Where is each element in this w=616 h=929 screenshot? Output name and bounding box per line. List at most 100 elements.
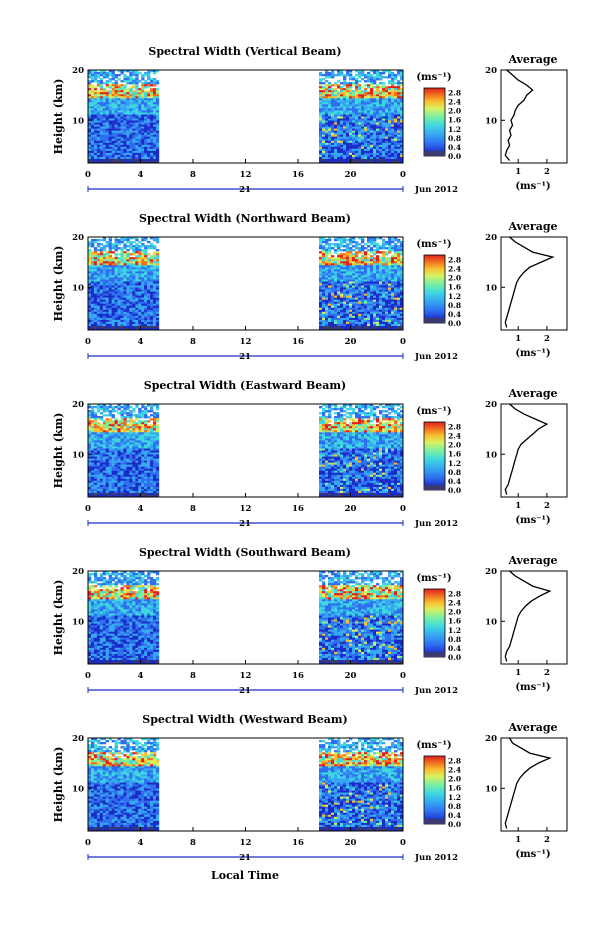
heatmap-cell — [102, 440, 107, 443]
heatmap-cell — [367, 293, 371, 296]
heatmap-cell — [135, 319, 139, 323]
heatmap-cell — [391, 241, 395, 244]
heatmap-cell — [105, 136, 109, 139]
heatmap-cell — [138, 148, 142, 152]
heatmap-cell — [96, 315, 101, 319]
heatmap-cell — [88, 90, 92, 93]
heatmap-cell — [141, 315, 145, 319]
heatmap-cell — [388, 267, 392, 270]
heatmap-cell — [361, 74, 365, 77]
heatmap-cell — [352, 291, 356, 294]
heatmap-cell — [96, 269, 101, 272]
heatmap-cell — [105, 84, 109, 87]
heatmap-cell — [343, 323, 347, 327]
heatmap-cell — [117, 287, 121, 290]
heatmap-cell — [102, 247, 107, 250]
heatmap-cell — [117, 78, 121, 81]
heatmap-cell — [144, 412, 148, 415]
heatmap-cell — [355, 303, 359, 306]
heatmap-cell — [111, 301, 115, 304]
heatmap-cell — [367, 249, 371, 252]
heatmap-cell — [346, 124, 350, 127]
heatmap-cell — [358, 86, 362, 89]
heatmap-cell — [141, 313, 145, 317]
heatmap-cell — [108, 245, 112, 248]
heatmap-cell — [150, 100, 154, 103]
heatmap-cell — [367, 326, 371, 329]
heatmap-cell — [105, 328, 109, 331]
heatmap-cell — [91, 253, 95, 256]
heatmap-cell — [141, 265, 145, 268]
heatmap-cell — [358, 263, 362, 266]
heatmap-cell — [388, 283, 392, 286]
heatmap-cell — [376, 148, 380, 152]
heatmap-cell — [397, 154, 401, 158]
heatmap-cell — [153, 275, 157, 278]
x-tick-label: 0 — [400, 337, 406, 347]
heatmap-cell — [155, 112, 160, 115]
heatmap-cell — [126, 150, 130, 154]
heatmap-cell — [370, 273, 374, 276]
heatmap-cell — [155, 319, 160, 323]
heatmap-cell — [388, 328, 392, 331]
heatmap-cell — [111, 263, 115, 266]
heatmap-cell — [355, 247, 359, 250]
heatmap-cell — [391, 313, 395, 317]
heatmap-cell — [111, 279, 115, 282]
heatmap-cell — [391, 299, 395, 302]
heatmap-cell — [99, 106, 104, 109]
heatmap-cell — [144, 442, 148, 445]
heatmap-cell — [397, 161, 401, 164]
heatmap-cell — [126, 311, 130, 315]
heatmap-cell — [105, 98, 109, 101]
heatmap-cell — [135, 418, 139, 421]
heatmap-cell — [135, 159, 139, 162]
heatmap-cell — [379, 257, 383, 260]
heatmap-cell — [132, 86, 136, 89]
heatmap-cell — [340, 150, 344, 154]
heatmap-cell — [334, 305, 338, 308]
heatmap-cell — [346, 326, 350, 329]
heatmap-cell — [111, 92, 115, 95]
heatmap-cell — [340, 130, 344, 133]
heatmap-cell — [126, 144, 130, 148]
heatmap-cell — [117, 152, 121, 156]
heatmap-cell — [340, 313, 344, 317]
heatmap-cell — [385, 116, 389, 119]
heatmap-cell — [394, 94, 398, 97]
heatmap-cell — [343, 309, 347, 313]
heatmap-cell — [358, 243, 362, 246]
heatmap-cell — [334, 315, 338, 319]
heatmap-cell — [391, 275, 395, 278]
heatmap-cell — [147, 263, 151, 266]
heatmap-cell — [91, 434, 95, 437]
heatmap-cell — [117, 100, 121, 103]
heatmap-cell — [346, 70, 350, 73]
heatmap-cell — [99, 426, 104, 429]
heatmap-cell — [337, 126, 341, 129]
heatmap-cell — [147, 130, 151, 133]
heatmap-cell — [144, 326, 148, 329]
heatmap-cell — [120, 301, 124, 304]
heatmap-cell — [117, 426, 121, 429]
heatmap-cell — [391, 92, 395, 95]
heatmap-cell — [91, 328, 95, 331]
heatmap-cell — [138, 309, 142, 313]
heatmap-cell — [334, 92, 338, 95]
heatmap-cell — [120, 154, 124, 158]
heatmap-cell — [352, 110, 356, 113]
heatmap-cell — [337, 146, 341, 150]
heatmap-cell — [379, 159, 383, 162]
heatmap-cell — [123, 317, 127, 321]
heatmap-cell — [394, 128, 398, 131]
heatmap-cell — [400, 134, 404, 137]
heatmap-cell — [88, 442, 92, 445]
heatmap-cell — [373, 100, 377, 103]
heatmap-cell — [138, 257, 142, 260]
heatmap-cell — [325, 303, 329, 306]
heatmap-cell — [111, 96, 115, 99]
heatmap-cell — [382, 138, 386, 141]
heatmap-cell — [141, 74, 145, 77]
heatmap-cell — [153, 112, 157, 115]
heatmap-cell — [126, 88, 130, 91]
